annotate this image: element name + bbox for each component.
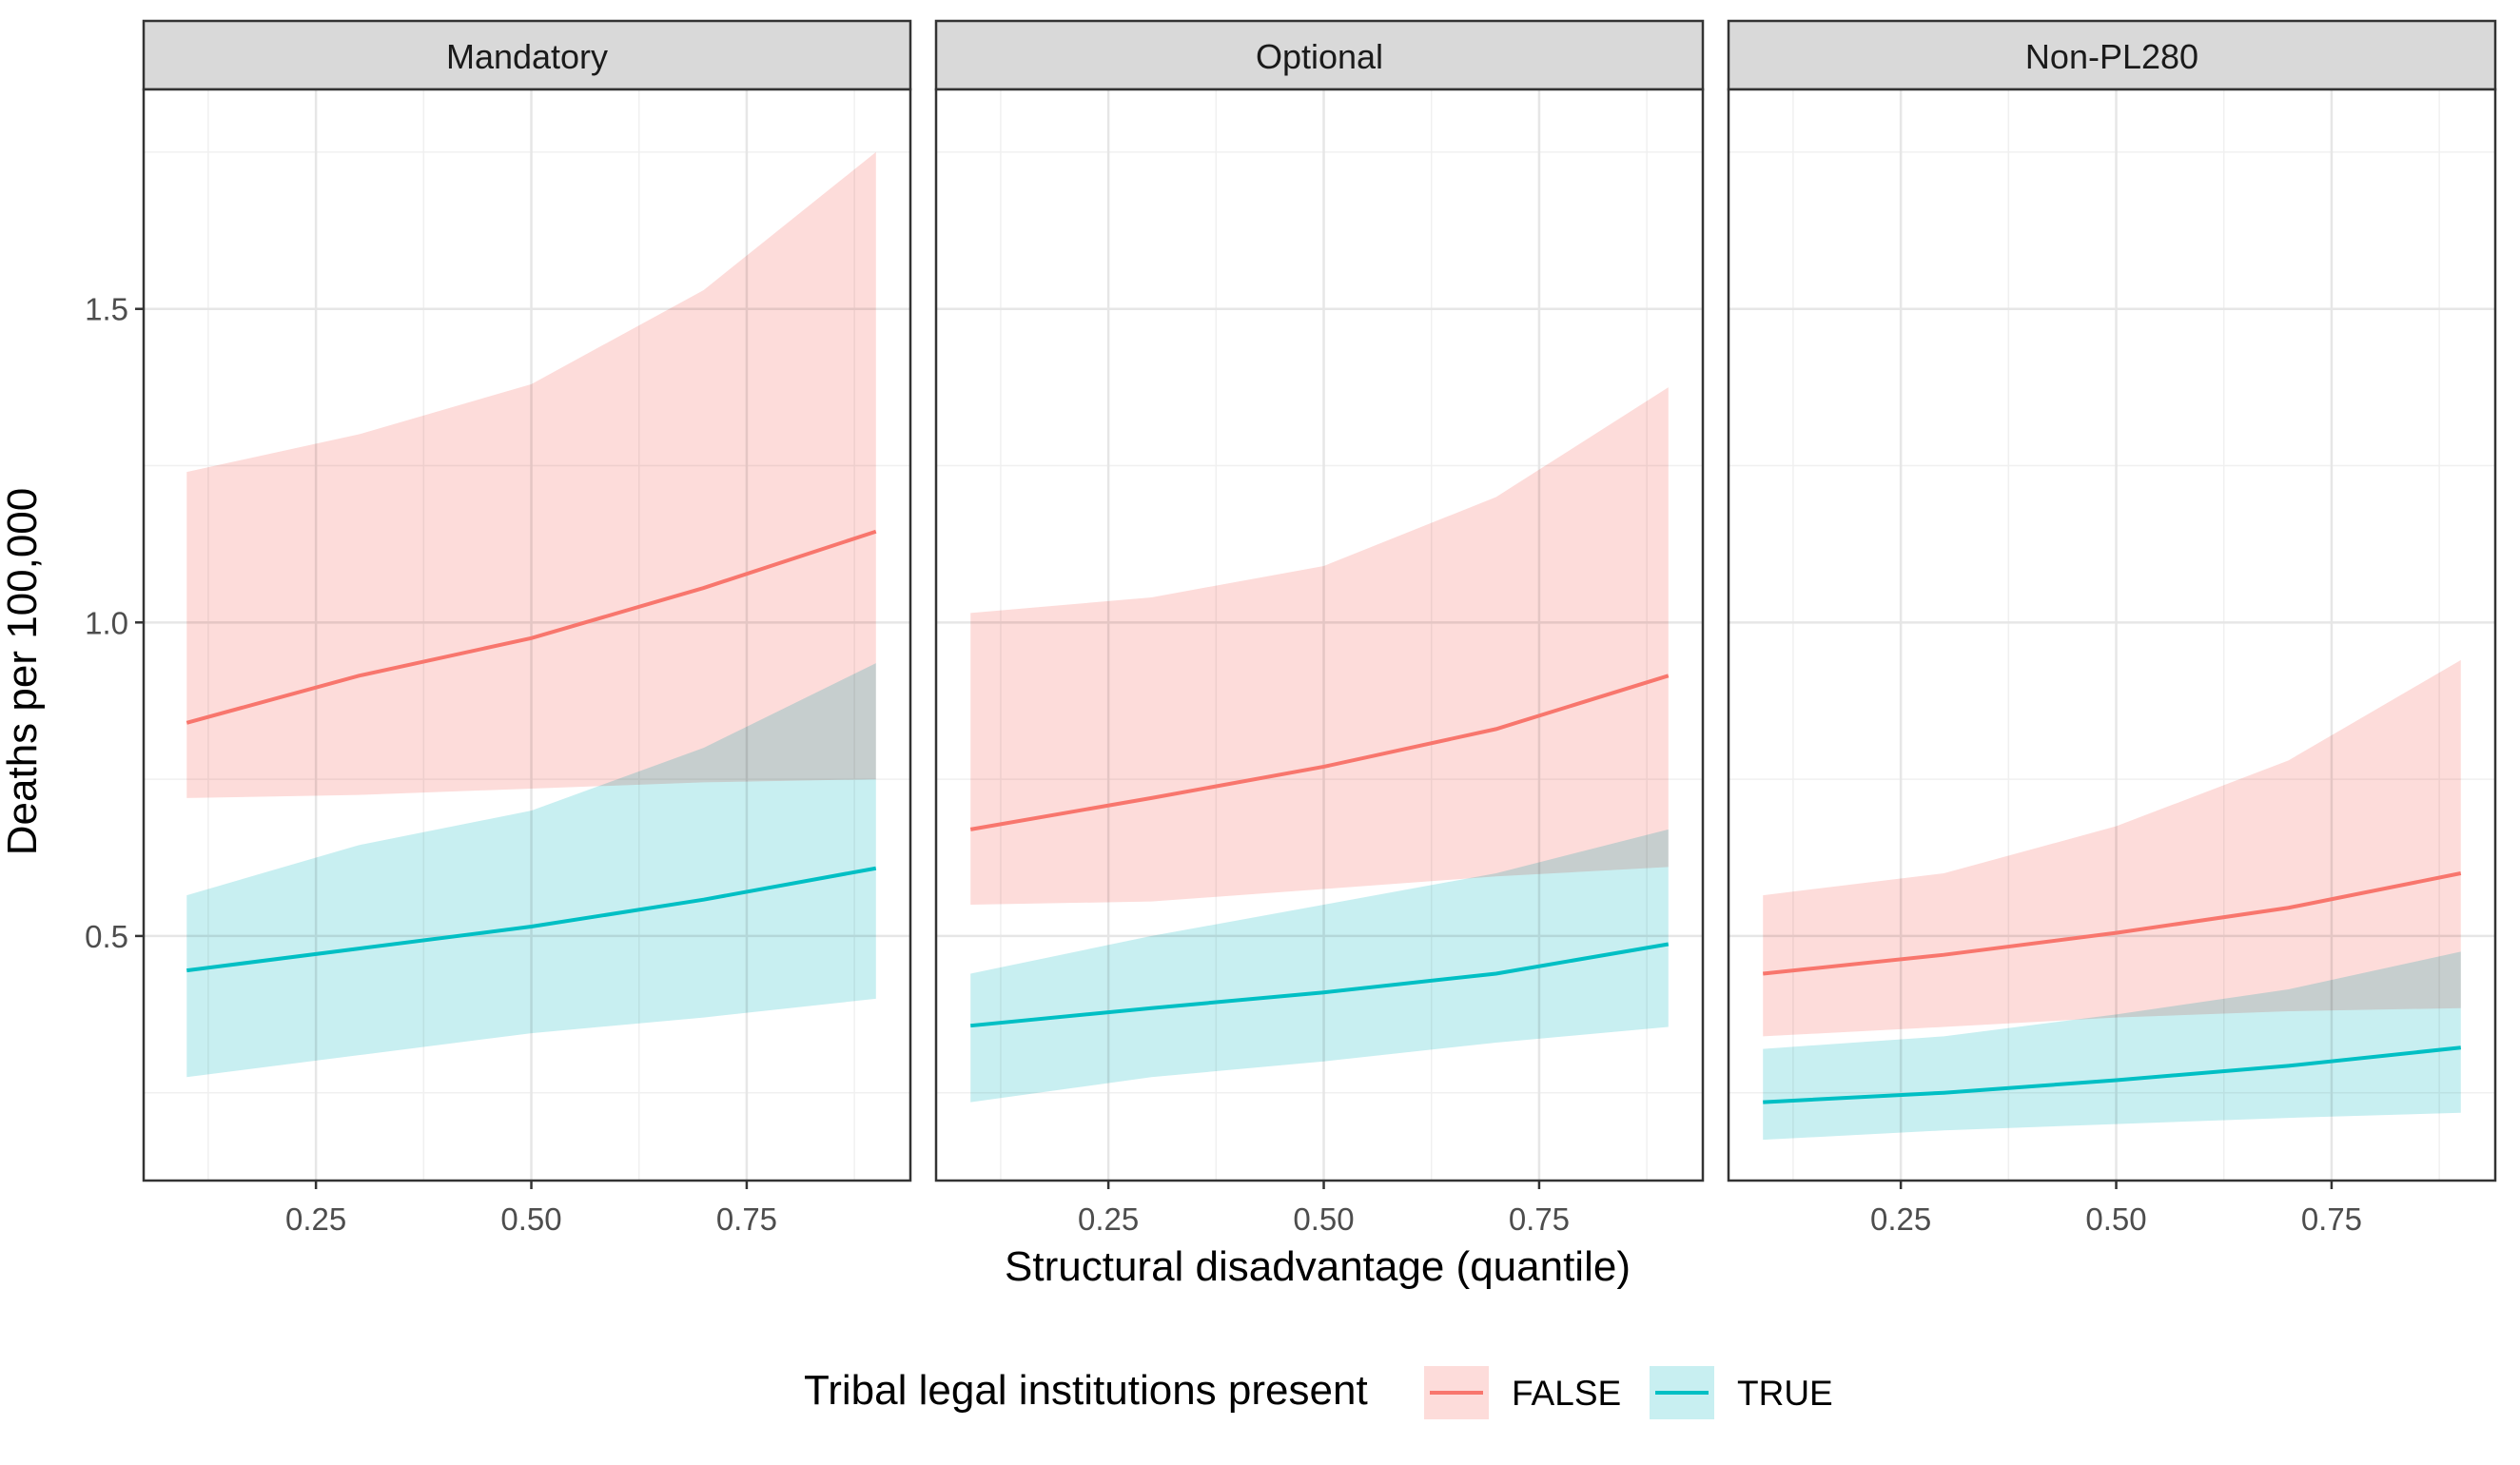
panel-border (142, 88, 912, 1182)
panel-border (934, 88, 1705, 1182)
x-tick-label: 0.50 (500, 1201, 561, 1237)
line-false (969, 674, 1670, 831)
y-axis-title: Deaths per 100,000 (0, 488, 46, 856)
facet-strip-label: Optional (1256, 37, 1383, 76)
legend-item-true: TRUE (1650, 1366, 1833, 1419)
y-tick-label: 1.5 (85, 292, 128, 327)
line-false (186, 529, 877, 725)
panel-mandatory: Mandatory 0.25 0.50 0.75 0.5 1.0 1.5 (85, 19, 912, 1237)
x-tick-label: 0.75 (2301, 1201, 2362, 1237)
line-true (186, 866, 877, 973)
x-tick-label: 0.25 (1870, 1201, 1931, 1237)
chart-panels: Mandatory 0.25 0.50 0.75 0.5 1.0 1.5 Optional 0.… (85, 19, 2497, 1237)
facet-strip (1727, 19, 2497, 91)
facet-strip-label: Mandatory (446, 37, 608, 76)
legend-keys: FALSE TRUE (1424, 1366, 1833, 1419)
y-tick-label: 0.5 (85, 919, 128, 954)
ribbon-false (186, 151, 876, 798)
ribbon-false (970, 387, 1669, 905)
x-axis-title: Structural disadvantage (quantile) (1005, 1243, 1631, 1290)
x-tick-label: 0.50 (1293, 1201, 1354, 1237)
legend-title: Tribal legal institutions present (804, 1367, 1368, 1414)
legend-item-label: FALSE (1512, 1374, 1621, 1413)
x-tick-label: 0.25 (1078, 1201, 1139, 1237)
panel-optional: Optional 0.25 0.50 0.75 (934, 19, 1705, 1237)
legend-item-label: TRUE (1737, 1374, 1833, 1413)
panel-border (1727, 88, 2497, 1182)
x-tick-label: 0.75 (716, 1201, 777, 1237)
facet-strip (142, 19, 912, 91)
facet-strip-label: Non-PL280 (2025, 37, 2198, 76)
legend: Tribal legal institutions present FALSE T… (804, 1366, 1833, 1419)
ribbon-true (970, 829, 1669, 1103)
ribbon-true (186, 663, 876, 1078)
ribbon-false (1763, 659, 2461, 1037)
line-false (1763, 871, 2462, 976)
line-true (970, 942, 1670, 1028)
line-true (1763, 1045, 2461, 1104)
x-tick-label: 0.75 (1509, 1201, 1570, 1237)
x-tick-label: 0.25 (285, 1201, 346, 1237)
y-tick-label: 1.0 (85, 605, 128, 640)
legend-item-false: FALSE (1424, 1366, 1621, 1419)
panel-non-pl280: Non-PL280 0.25 0.50 0.75 (1727, 19, 2497, 1237)
x-tick-label: 0.50 (2085, 1201, 2146, 1237)
facet-strip (934, 19, 1705, 91)
